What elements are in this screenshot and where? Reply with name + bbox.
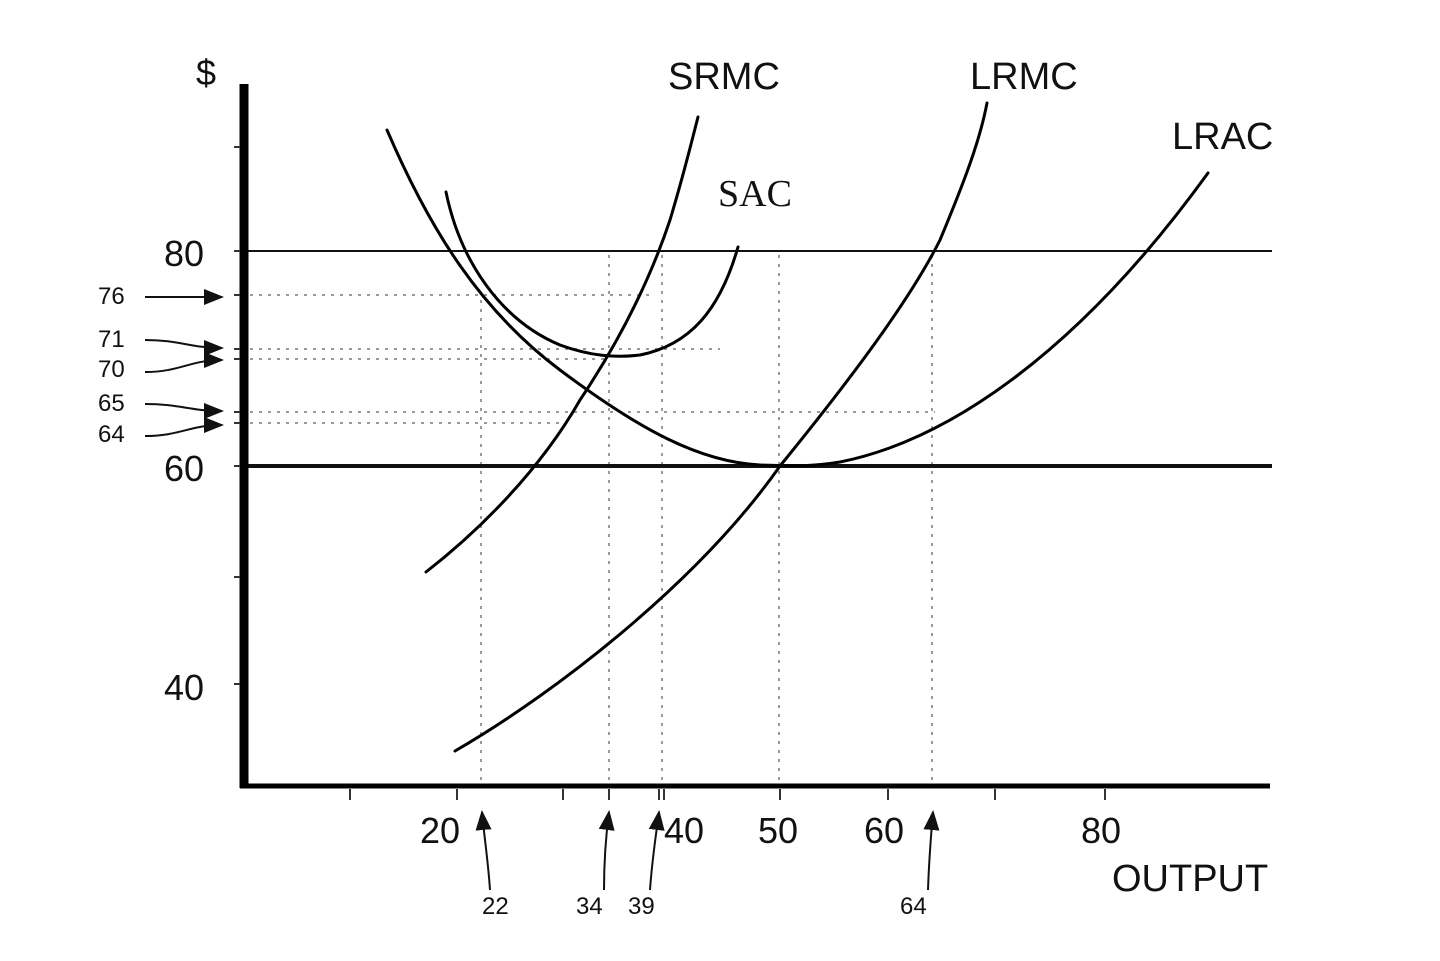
y-ticks (234, 146, 240, 685)
annotation-64: 64 (98, 421, 125, 448)
srmc-label: SRMC (668, 56, 780, 98)
lrmc-curve (453, 101, 989, 753)
annotation-x64: 64 (900, 893, 927, 920)
annotation-76: 76 (98, 283, 125, 310)
annotation-x34: 34 (576, 893, 603, 920)
y-guide-lines (250, 294, 935, 424)
x-guide-lines (480, 255, 933, 786)
x-tick-50: 50 (758, 810, 799, 851)
x-tick-80: 80 (1081, 810, 1122, 851)
annotation-x22: 22 (482, 893, 509, 920)
x-tick-20: 20 (420, 810, 461, 851)
sac-curve (444, 190, 740, 358)
sac-label: SAC (718, 173, 792, 215)
srmc-curve (424, 115, 700, 574)
annotation-71: 71 (98, 326, 125, 353)
lrmc-label: LRMC (970, 56, 1078, 98)
x-ticks (349, 789, 1106, 800)
x-axis-label: OUTPUT (1112, 858, 1269, 900)
annotation-x39: 39 (628, 893, 655, 920)
x-tick-60: 60 (864, 810, 905, 851)
y-tick-40: 40 (164, 667, 205, 708)
annotation-65: 65 (98, 390, 125, 417)
y-axis-label: $ (196, 52, 217, 93)
x-tick-40: 40 (664, 810, 705, 851)
annotation-70: 70 (98, 356, 125, 383)
y-tick-60: 60 (164, 448, 205, 489)
lrac-label: LRAC (1172, 116, 1274, 158)
lrac-curve (385, 128, 1210, 468)
x-annotation-arrows (475, 810, 940, 891)
y-annotation-arrows (144, 289, 224, 437)
y-tick-80: 80 (164, 233, 205, 274)
